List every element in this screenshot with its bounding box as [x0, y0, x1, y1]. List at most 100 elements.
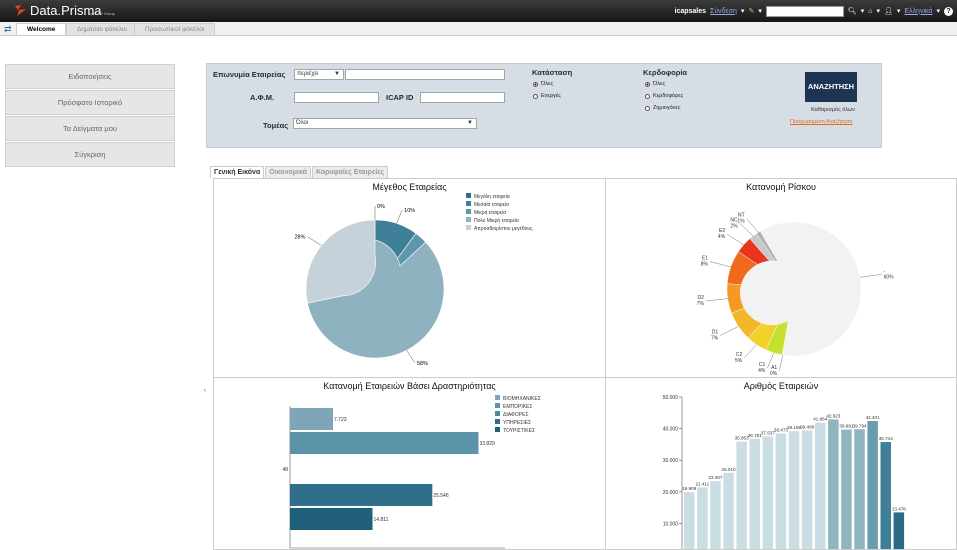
- company-input[interactable]: [345, 69, 505, 80]
- company-size-chart: 0% 10% 58% 28% Μεγάλη εταιρεία Μεσαία εταιρεί…: [294, 193, 533, 367]
- bar[interactable]: [775, 433, 787, 550]
- y-tick-label: 50.000: [663, 395, 679, 401]
- legend-label: ΤΟΥΡΙΣΤΙΚΕΣ: [503, 428, 535, 434]
- bar[interactable]: [762, 436, 774, 550]
- bar-label: 14.811: [374, 517, 389, 523]
- slice-label: 7%: [697, 301, 705, 307]
- help-icon[interactable]: ?: [944, 6, 953, 16]
- sidebar-item-my-samples[interactable]: Τα Δείγματα μου: [5, 116, 175, 141]
- bar[interactable]: [841, 429, 852, 550]
- login-link[interactable]: Σύνδεση: [710, 7, 737, 15]
- bar-label: 13.478: [892, 506, 906, 511]
- tab-top-companies[interactable]: Κορυφαίες Εταιρείες: [311, 166, 389, 178]
- sidebar-item-recent-history[interactable]: Πρόσφατο Ιστορικό: [5, 90, 175, 115]
- tab-public-folders[interactable]: Δημόσιοι φάκελοι: [66, 23, 138, 35]
- legend-swatch: [495, 411, 500, 416]
- leader-line: [396, 210, 403, 224]
- slice-label: 28%: [294, 235, 305, 241]
- tab-welcome[interactable]: Welcome: [16, 23, 67, 35]
- chevron-down-icon[interactable]: ▾: [740, 8, 745, 15]
- search-icon[interactable]: 🔍︎: [847, 8, 857, 15]
- bar[interactable]: [290, 484, 433, 506]
- profit-radio-loss[interactable]: Ζημιογόνες: [645, 105, 681, 111]
- bar[interactable]: [788, 431, 800, 550]
- bar[interactable]: [828, 419, 839, 550]
- search-input[interactable]: [765, 5, 844, 17]
- pencil-icon[interactable]: ✎: [748, 8, 755, 15]
- chevron-down-icon[interactable]: ▾: [876, 8, 880, 15]
- tab-personal-folders[interactable]: Προσωπικοί φάκελοι: [134, 23, 216, 35]
- status-radio-active[interactable]: Ενεργές: [533, 93, 561, 99]
- profit-radio-profitable[interactable]: Κερδοφόρες: [645, 93, 683, 99]
- user-icon[interactable]: 👤︎: [883, 8, 893, 15]
- slice-label: 58%: [417, 361, 428, 367]
- leader-line: [709, 261, 731, 268]
- afm-input[interactable]: [294, 92, 379, 103]
- tab-overview[interactable]: Γενική Εικόνα: [210, 166, 265, 178]
- y-tick-label: 30.000: [663, 458, 679, 464]
- legend-swatch: [495, 395, 500, 400]
- y-tick-label: 20.000: [663, 490, 679, 496]
- slice-label: D2: [698, 295, 705, 301]
- company-mode-value: περιέχει: [297, 71, 319, 77]
- bar[interactable]: [736, 441, 747, 550]
- language-link[interactable]: Ελληνικά: [904, 7, 933, 15]
- bar[interactable]: [684, 492, 695, 550]
- bar[interactable]: [697, 487, 708, 550]
- bar[interactable]: [815, 422, 826, 550]
- slice-label: 4%: [758, 368, 766, 374]
- bar-label: 38.473: [774, 427, 788, 432]
- bar[interactable]: [290, 508, 373, 530]
- chevron-down-icon[interactable]: ▾: [758, 8, 762, 15]
- afm-label: Α.Φ.Μ.: [250, 93, 275, 102]
- radio-label: Ενεργές: [541, 93, 561, 99]
- bar-label: 25.546: [433, 493, 449, 499]
- bar[interactable]: [893, 512, 905, 550]
- bar[interactable]: [723, 472, 734, 550]
- company-mode-select[interactable]: περιέχει ▼: [294, 69, 344, 80]
- brand-title[interactable]: Data.Prisma: [30, 3, 102, 18]
- bar[interactable]: [710, 481, 721, 550]
- sector-select[interactable]: Όλοι ▼: [293, 118, 477, 129]
- clear-all-link[interactable]: Καθαρισμός όλων: [811, 107, 855, 113]
- sidebar-item-compare[interactable]: Σύγκριση: [5, 142, 175, 167]
- bar-label: 19.909: [682, 486, 696, 491]
- radio-icon: [533, 81, 538, 87]
- icapid-input[interactable]: [420, 92, 505, 103]
- tab-financials[interactable]: Οικονομικά: [265, 166, 311, 178]
- legend-swatch: [466, 193, 471, 198]
- company-label: Επωνυμία Εταιρείας: [213, 70, 286, 79]
- legend-label: Μεσαία εταιρεία: [474, 202, 509, 208]
- chevron-down-icon[interactable]: ▾: [896, 8, 901, 15]
- chevron-down-icon[interactable]: ▾: [936, 8, 940, 15]
- radio-icon: [645, 81, 650, 87]
- home-icon[interactable]: ⌂: [868, 7, 873, 15]
- bar[interactable]: [867, 421, 878, 550]
- activity-distribution-chart: 7.723 33.829 48 25.546 14.811 ΒΙΟΜΗΧΑΝΙΚΕΣ ΕΜΠ…: [282, 395, 541, 549]
- profit-radio-all[interactable]: Όλες: [645, 81, 665, 87]
- bar[interactable]: [854, 429, 865, 550]
- legend-swatch: [495, 403, 500, 408]
- collapse-handle-icon[interactable]: ‹: [204, 388, 206, 394]
- chevron-down-icon: ▼: [334, 71, 340, 77]
- search-button[interactable]: ΑΝΑΖΗΤΗΣΗ: [805, 72, 857, 102]
- pie-slice[interactable]: [740, 221, 862, 357]
- bar[interactable]: [880, 442, 892, 550]
- panel-activity-distribution: Κατανομή Εταιρειών Βάσει Δραστηριότητας …: [213, 377, 606, 550]
- slice-label: D1: [712, 329, 719, 335]
- legend-label: ΥΠΗΡΕΣΙΕΣ: [503, 420, 531, 426]
- bar[interactable]: [801, 430, 813, 550]
- advanced-search-link[interactable]: Προχωρημένη Αναζήτηση: [790, 119, 853, 125]
- chart-title: Αριθμός Εταιρειών: [743, 381, 819, 391]
- bar-label: 7.723: [334, 417, 347, 423]
- bar[interactable]: [749, 438, 761, 550]
- leader-line: [705, 298, 728, 302]
- status-radio-all[interactable]: Όλες: [533, 81, 553, 87]
- folder-icon[interactable]: ⇄: [4, 24, 12, 34]
- bar[interactable]: [290, 432, 479, 454]
- chevron-down-icon[interactable]: ▾: [860, 8, 865, 15]
- bar[interactable]: [290, 408, 334, 430]
- bar-label: 26.010: [722, 467, 736, 472]
- sidebar-item-notifications[interactable]: Ειδοποιήσεις: [5, 64, 175, 89]
- pie-slice[interactable]: [305, 219, 376, 304]
